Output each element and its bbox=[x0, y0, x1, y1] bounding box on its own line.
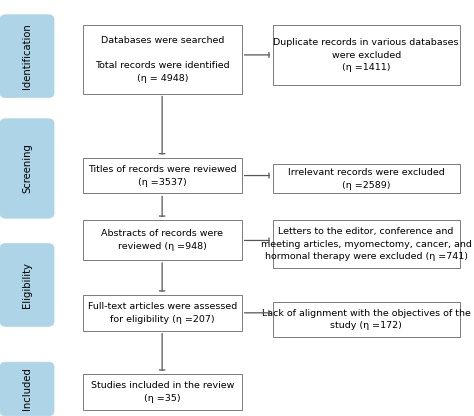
Text: Irrelevant records were excluded
(η =2589): Irrelevant records were excluded (η =258… bbox=[288, 168, 445, 190]
FancyBboxPatch shape bbox=[273, 25, 460, 85]
FancyBboxPatch shape bbox=[0, 119, 54, 218]
Text: Lack of alignment with the objectives of the
study (η =172): Lack of alignment with the objectives of… bbox=[262, 309, 471, 330]
Text: Eligibility: Eligibility bbox=[22, 262, 32, 308]
FancyBboxPatch shape bbox=[83, 374, 242, 410]
Text: Included: Included bbox=[22, 367, 32, 411]
FancyBboxPatch shape bbox=[83, 158, 242, 193]
FancyBboxPatch shape bbox=[273, 220, 460, 268]
Text: Studies included in the review
(η =35): Studies included in the review (η =35) bbox=[91, 381, 234, 403]
Text: Databases were searched

Total records were identified
(η = 4948): Databases were searched Total records we… bbox=[95, 36, 230, 82]
FancyBboxPatch shape bbox=[83, 25, 242, 94]
FancyBboxPatch shape bbox=[0, 244, 54, 326]
Text: Identification: Identification bbox=[22, 23, 32, 89]
Text: Duplicate records in various databases
were excluded
(η =1411): Duplicate records in various databases w… bbox=[273, 38, 459, 72]
Text: Titles of records were reviewed
(η =3537): Titles of records were reviewed (η =3537… bbox=[88, 165, 237, 186]
FancyBboxPatch shape bbox=[273, 302, 460, 337]
Text: Full-text articles were assessed
for eligibility (η =207): Full-text articles were assessed for eli… bbox=[88, 302, 237, 324]
Text: Abstracts of records were
reviewed (η =948): Abstracts of records were reviewed (η =9… bbox=[101, 230, 223, 251]
FancyBboxPatch shape bbox=[0, 362, 54, 416]
FancyBboxPatch shape bbox=[83, 220, 242, 260]
Text: Screening: Screening bbox=[22, 144, 32, 193]
FancyBboxPatch shape bbox=[0, 15, 54, 98]
FancyBboxPatch shape bbox=[273, 164, 460, 193]
FancyBboxPatch shape bbox=[83, 295, 242, 331]
Text: Letters to the editor, conference and
meeting articles, myomectomy, cancer, and
: Letters to the editor, conference and me… bbox=[261, 228, 472, 261]
